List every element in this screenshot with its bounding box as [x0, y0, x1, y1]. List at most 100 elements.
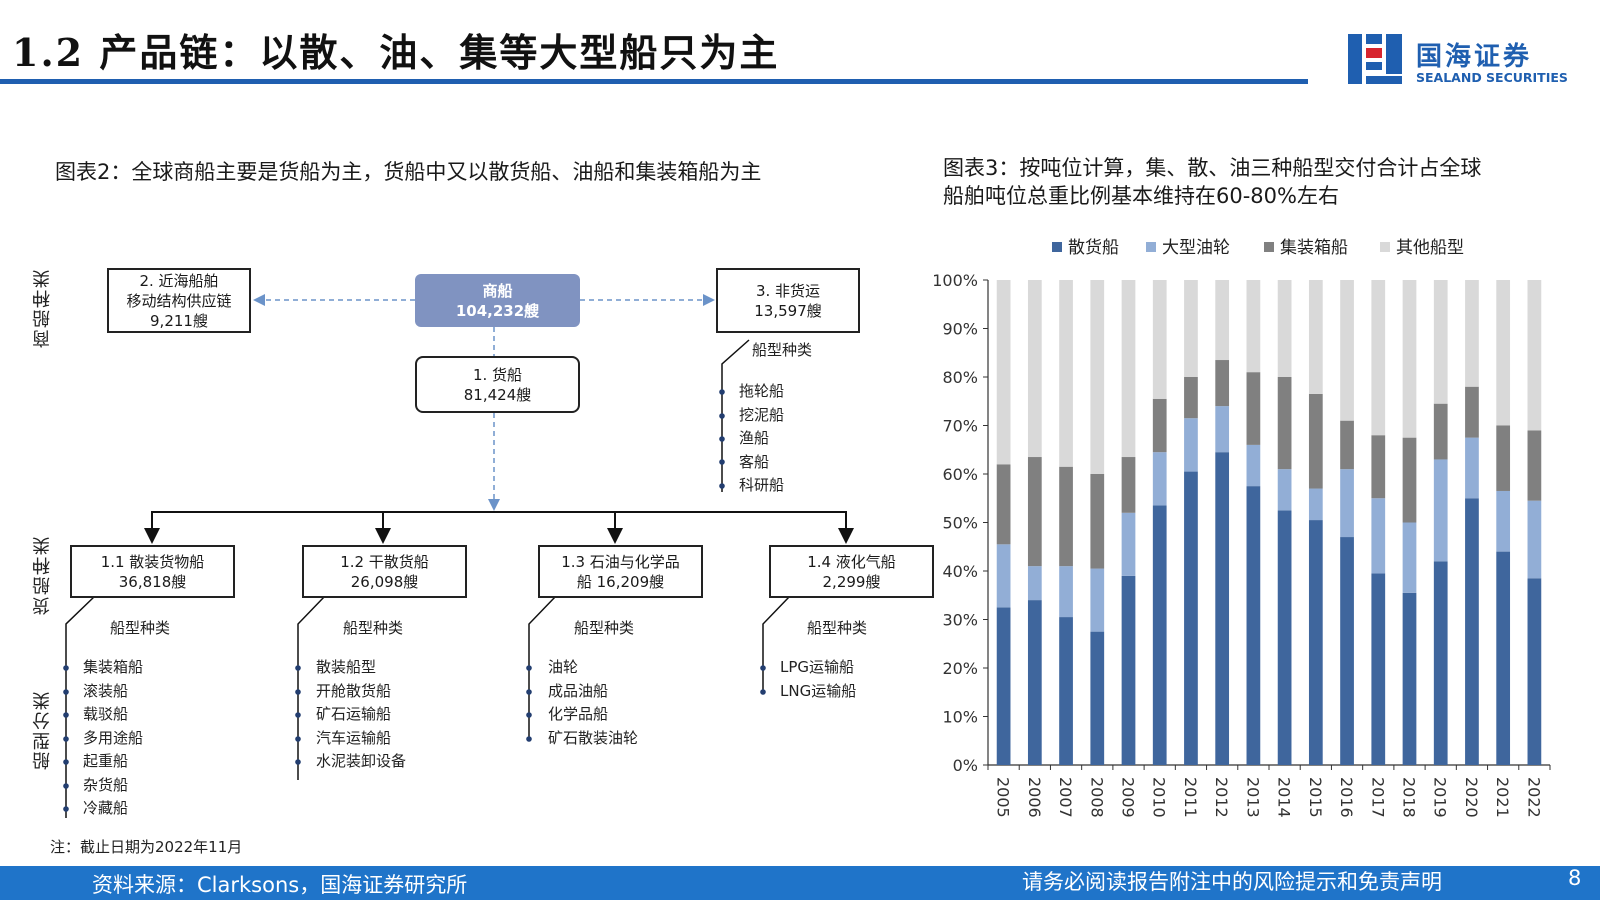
stacked-bar-chart: 0% 10% 20% 30% 40% 50% 60% 70% 80% 90% 100% 2005 200… [932, 271, 1551, 818]
bar-segment [1433, 459, 1448, 562]
bar-segment [1215, 280, 1230, 361]
footer-bar [0, 866, 1600, 900]
x-tick-label: 2016 [1337, 777, 1356, 818]
bar-segment [1402, 280, 1417, 438]
bar-segment [1277, 469, 1292, 511]
y-tick-label: 90% [942, 320, 978, 339]
bar-segment [1184, 471, 1198, 765]
bar-segment [1371, 435, 1386, 499]
bar-segment [1465, 280, 1479, 387]
bar-segment [1402, 592, 1417, 765]
bar-segment [1246, 372, 1261, 445]
bar-segment [1027, 566, 1042, 601]
list-item: 滚装船 [83, 681, 129, 700]
bar-segment [1090, 280, 1105, 474]
x-tick-label: 2018 [1400, 777, 1419, 818]
bar-segment [996, 464, 1011, 545]
company-logo: 国海证券 SEALAND SECURITIES [1346, 30, 1586, 90]
bar-segment [996, 607, 1011, 765]
bar-segment [1465, 437, 1479, 499]
bar-segment [1465, 386, 1479, 438]
category-sub-label: 船型种类 [110, 619, 171, 637]
bar-segment [1027, 457, 1042, 567]
bar-segment [1527, 578, 1542, 765]
logo-text-cn: 国海证券 [1416, 42, 1533, 72]
bar-segment [1433, 403, 1448, 460]
category-oil-list: 油轮 成品油船 化学品船 矿石散装油轮 [548, 656, 638, 750]
bar-segment [1152, 398, 1167, 453]
x-tick-label: 2022 [1524, 777, 1543, 818]
list-item: 客船 [739, 452, 770, 471]
bar-segment [1246, 280, 1261, 373]
bar-segment [1059, 280, 1073, 467]
bar-segment [1308, 280, 1323, 394]
bar-segment [1121, 457, 1136, 513]
y-tick-label: 20% [942, 659, 978, 678]
bar-segment [1465, 498, 1479, 765]
bar-segment [1215, 406, 1230, 453]
category-gas-list: LPG运输船 LNG运输船 [780, 656, 856, 703]
footer-disclaimer: 请务必阅读报告附注中的风险提示和免责声明 [1022, 870, 1442, 894]
list-item: 矿石散装油轮 [548, 728, 639, 747]
bar-segment [996, 280, 1011, 465]
legend-item-other: 其他船型 [1380, 233, 1464, 258]
bar-segment [1340, 469, 1354, 538]
bar-segment [1371, 280, 1386, 436]
bar-segment [1371, 498, 1386, 574]
bar-segment [1496, 490, 1511, 552]
list-item: 挖泥船 [739, 405, 785, 424]
y-tick-label: 80% [942, 368, 978, 387]
box-non-cargo: 3. 非货运 13,597艘 [716, 268, 860, 333]
bar-segment [1090, 568, 1105, 632]
bar-segment [1059, 566, 1073, 618]
logo-mark-icon [1348, 34, 1402, 84]
bar-segment [1184, 418, 1198, 472]
list-item: 科研船 [739, 476, 785, 494]
bar-segment [1215, 360, 1230, 407]
figure2-title: 图表2：全球商船主要是货船为主，货船中又以散货船、油船和集装箱船为主 [55, 160, 762, 184]
x-tick-label: 2007 [1056, 777, 1075, 818]
bar-segment [1121, 512, 1136, 576]
bar-segment [1215, 452, 1230, 765]
y-tick-label: 50% [942, 514, 978, 533]
bar-segment [1152, 452, 1167, 506]
bar-segment [1027, 600, 1042, 765]
non-cargo-sub-label: 船型种类 [752, 341, 813, 359]
bar-segment [1121, 575, 1136, 765]
bar-segment [1402, 522, 1417, 593]
bar-segment [1340, 537, 1354, 765]
bar-segment [1059, 617, 1073, 765]
bar-segment [996, 544, 1011, 608]
bar-segment [1184, 280, 1198, 377]
list-item: 载驳船 [83, 705, 129, 723]
list-item: 起重船 [83, 752, 129, 770]
bar-segment [1340, 420, 1354, 470]
box-cargo: 1. 货船 81,424艘 [415, 356, 580, 413]
list-item: 集装箱船 [83, 658, 144, 676]
footer-source: 资料来源：Clarksons，国海证券研究所 [92, 873, 468, 897]
y-tick-label: 60% [942, 465, 978, 484]
x-tick-label: 2014 [1275, 777, 1294, 818]
list-item: 油轮 [548, 658, 579, 676]
bar-segment [1121, 280, 1136, 458]
bar-segment [1090, 474, 1105, 569]
category-dry-bulk-list: 散装船型 开舱散货船 矿石运输船 汽车运输船 水泥装卸设备 [316, 656, 406, 774]
list-item: 冷藏船 [83, 799, 129, 817]
box-category-gas: 1.4 液化气船 2,299艘 [769, 545, 934, 598]
legend-swatch [1380, 242, 1390, 252]
x-tick-label: 2005 [994, 777, 1013, 818]
x-tick-label: 2017 [1368, 777, 1387, 818]
box-category-oil-chemical: 1.3 石油与化学品 船 16,209艘 [538, 545, 703, 598]
figure2-note: 注：截止日期为2022年11月 [50, 838, 243, 856]
list-item: 多用途船 [83, 728, 144, 747]
list-item: 开舱散货船 [316, 681, 392, 700]
bar-segment [1027, 280, 1042, 458]
bar-segment [1433, 561, 1448, 765]
page-number: 8 [1568, 866, 1582, 890]
list-item: LPG运输船 [780, 658, 855, 676]
list-item: 水泥装卸设备 [316, 752, 407, 770]
bar-segment [1496, 425, 1511, 491]
bar-segment [1152, 280, 1167, 399]
y-tick-label: 70% [942, 417, 978, 436]
non-cargo-list: 拖轮船 挖泥船 渔船 客船 科研船 [739, 380, 784, 498]
